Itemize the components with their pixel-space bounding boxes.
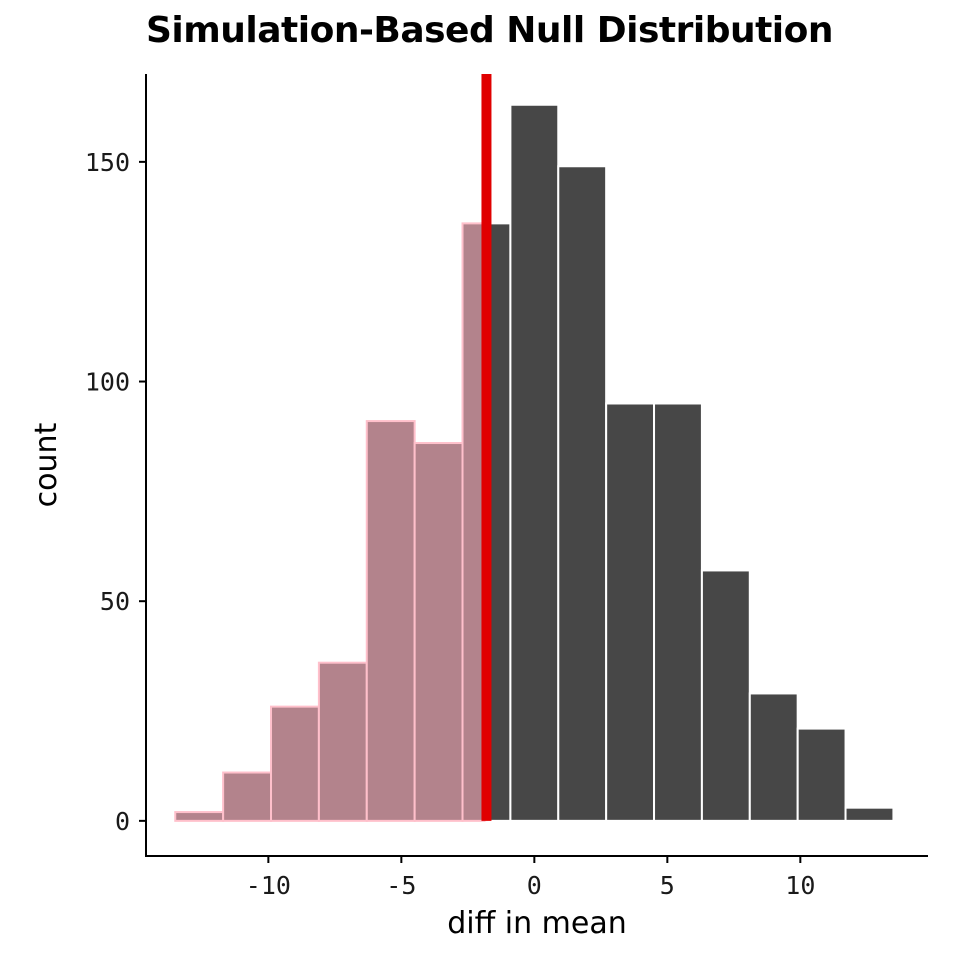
- x-tick-label-3: 5: [660, 871, 675, 900]
- y-tick-label-3: 150: [85, 148, 130, 177]
- x-tick-label-4: 10: [785, 871, 815, 900]
- histogram-bar-5: [413, 442, 464, 822]
- x-tick-label-2: 0: [527, 871, 542, 900]
- histogram-bar-15: [844, 806, 895, 822]
- y-axis-title: count: [29, 422, 64, 507]
- x-tick-label-1: -5: [386, 871, 416, 900]
- histogram-bar-10: [605, 402, 656, 822]
- y-tick-label-0: 0: [115, 807, 130, 836]
- histogram-bar-13: [748, 692, 799, 822]
- histogram-bar-12: [700, 569, 751, 822]
- y-tick-label-1: 50: [100, 587, 130, 616]
- histogram-bar-1: [222, 771, 273, 822]
- chart-title: Simulation-Based Null Distribution: [146, 10, 834, 51]
- y-tick-label-2: 100: [85, 368, 130, 397]
- histogram-bar-9: [557, 165, 608, 822]
- histogram-bar-14: [796, 727, 847, 822]
- histogram-bar-11: [653, 402, 703, 822]
- x-tick-label-0: -10: [246, 871, 291, 900]
- histogram-bar-2: [270, 705, 320, 822]
- x-axis-title: diff in mean: [447, 906, 627, 941]
- histogram-bar-3: [317, 661, 368, 822]
- histogram-bar-8: [509, 103, 560, 822]
- histogram-bar-0: [174, 811, 225, 822]
- histogram-bar-4: [365, 420, 416, 822]
